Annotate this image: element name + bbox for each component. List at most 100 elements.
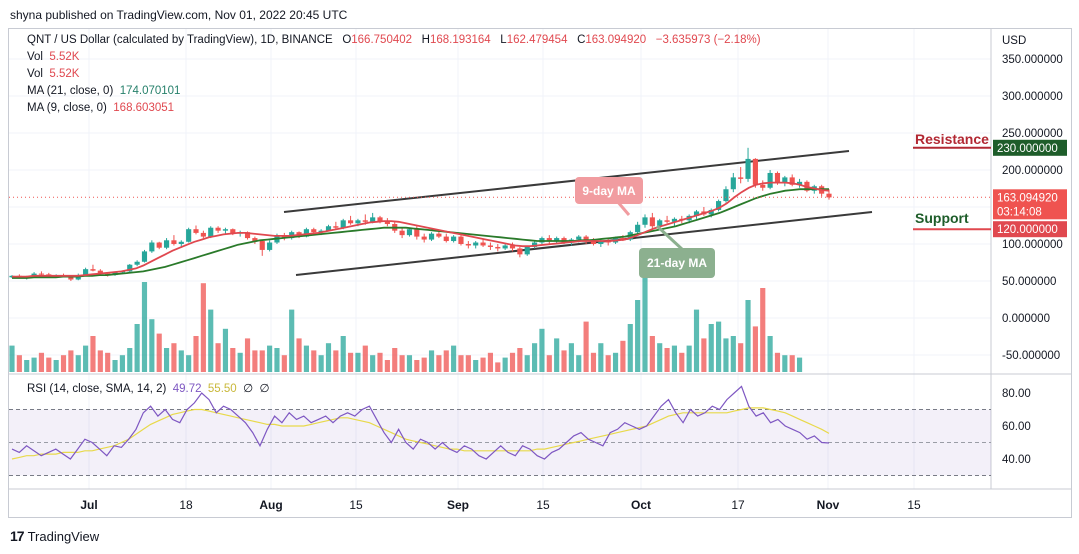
volume-bar — [75, 355, 81, 372]
ma21-annotation-label: 21-day MA — [647, 256, 707, 270]
legend-vol2-row: Vol 5.52K — [27, 68, 79, 80]
volume-bar — [355, 352, 361, 372]
price-tick-label: 50.000000 — [1002, 276, 1056, 288]
candle-body — [583, 236, 589, 242]
candle-body — [333, 226, 339, 228]
price-tick-label: 0.000000 — [1002, 313, 1050, 325]
volume-bar — [524, 355, 530, 372]
publisher-line: shyna published on TradingView.com, Nov … — [10, 8, 348, 22]
candle-body — [716, 201, 722, 210]
tradingview-logo[interactable]: 17 TradingView — [10, 528, 99, 544]
rsi-sma-line — [11, 407, 830, 460]
volume-bar — [31, 357, 37, 372]
legend-close: 163.094920 — [585, 34, 647, 46]
rsi-line — [11, 385, 830, 460]
volume-bar — [208, 309, 214, 372]
candle-body — [657, 220, 663, 227]
candle-body — [97, 270, 103, 274]
volume-bar — [465, 355, 471, 372]
volume-bar — [384, 360, 390, 372]
volume-bar — [664, 348, 670, 372]
ma21-annotation-pointer — [655, 224, 685, 252]
candle-body — [760, 184, 766, 188]
candle-body — [83, 269, 89, 276]
candle-body — [664, 220, 670, 222]
volume-bar — [230, 348, 236, 372]
candle-body — [163, 240, 170, 248]
volume-bar — [38, 352, 45, 372]
volume-bar — [414, 360, 420, 372]
legend-close-label: C — [577, 34, 586, 46]
volume-bar — [598, 343, 604, 372]
volume-bar — [399, 355, 405, 372]
candle-body — [178, 241, 184, 244]
candle-body — [421, 236, 427, 240]
volume-bar — [178, 350, 184, 372]
volume-bar — [760, 288, 766, 372]
volume-bar — [554, 338, 560, 372]
legend-change: −3.635973 (−2.18%) — [655, 34, 761, 46]
legend-high: 168.193164 — [429, 34, 491, 46]
candle-body — [649, 217, 655, 227]
candle-body — [524, 246, 530, 255]
volume-bar — [163, 348, 170, 372]
channel-lower-line — [295, 211, 873, 276]
candle-body — [38, 273, 45, 275]
legend-rsi-x1: ∅ — [243, 383, 254, 395]
legend-rsi-sma: 55.50 — [207, 383, 237, 395]
candle-body — [252, 238, 258, 242]
volume-bar — [68, 350, 74, 372]
candle-body — [774, 172, 781, 184]
volume-bar — [127, 348, 133, 372]
time-tick-label: Oct — [631, 498, 651, 512]
volume-bar — [186, 355, 192, 372]
volume-bar — [156, 333, 162, 372]
volume-bar — [752, 326, 758, 372]
volume-bar — [215, 343, 221, 372]
volume-bar — [774, 352, 781, 372]
candle-body — [355, 220, 361, 224]
candle-body — [443, 236, 449, 242]
candle-body — [259, 241, 265, 250]
volume-bar — [421, 357, 427, 372]
resistance-price-text: 230.000000 — [997, 143, 1058, 155]
legend-ma21-label: MA (21, close, 0) — [27, 85, 114, 97]
legend-ma9-row: MA (9, close, 0) 168.603051 — [27, 102, 174, 114]
candle-body — [796, 181, 803, 185]
candle-body — [340, 220, 346, 228]
rsi-tick-label: 40.00 — [1002, 454, 1031, 466]
volume-bar — [222, 328, 229, 372]
candle-body — [789, 177, 795, 185]
legend-symbol-row: QNT / US Dollar (calculated by TradingVi… — [27, 34, 761, 46]
volume-bar — [635, 300, 641, 372]
volume-bar — [657, 343, 663, 372]
volume-bar — [605, 355, 611, 372]
candle-body — [554, 238, 560, 242]
ma9-annotation-box — [575, 177, 643, 204]
candle-body — [90, 269, 96, 271]
volume-bar — [583, 321, 589, 372]
candle-body — [303, 229, 309, 237]
candle-body — [215, 227, 221, 231]
candle-body — [171, 240, 177, 244]
candle-body — [590, 241, 597, 244]
volume-bar — [612, 352, 619, 372]
resistance-price-badge — [993, 139, 1067, 156]
time-tick-label: Aug — [259, 498, 282, 512]
rsi-tick-label: 60.00 — [1002, 421, 1031, 433]
legend-open-label: O — [342, 34, 352, 46]
volume-bar — [259, 350, 265, 372]
legend-ma9: 168.603051 — [113, 102, 175, 114]
legend-ma21-row: MA (21, close, 0) 174.070101 — [27, 85, 180, 97]
legend-rsi-x2: ∅ — [259, 383, 270, 395]
candle-body — [451, 236, 457, 242]
volume-bar — [237, 352, 243, 372]
candle-body — [311, 229, 317, 233]
price-tick-label: 100.000000 — [1002, 239, 1063, 251]
candle-body — [414, 229, 420, 237]
ma9-annotation: 9-day MA — [575, 177, 643, 216]
chart-canvas[interactable]: 9-day MA 21-day MA Resistance Support USD 350… — [9, 29, 1071, 517]
tradingview-logo-icon: 17 — [10, 528, 25, 544]
volume-bar — [377, 352, 383, 372]
volume-bar — [274, 348, 280, 372]
